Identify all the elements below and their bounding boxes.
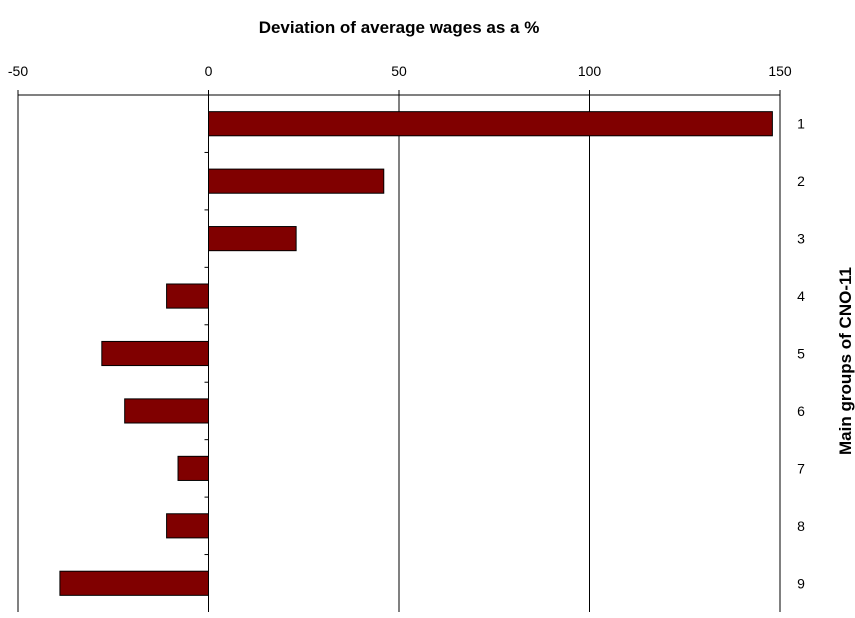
- bar-3: [208, 226, 297, 252]
- bar-4: [166, 283, 209, 309]
- y-axis: 1 2 3 4 5 6 7 8 9: [204, 95, 805, 612]
- bar-7: [177, 455, 210, 481]
- x-axis: -50 0 50 100 150: [8, 63, 792, 96]
- x-tick-label: 100: [578, 63, 602, 79]
- category-label: 2: [797, 173, 805, 189]
- bar-1: [208, 111, 773, 137]
- x-tick-label: -50: [8, 63, 28, 79]
- bar-6: [124, 398, 209, 424]
- category-label: 7: [797, 460, 805, 476]
- bar-2: [208, 168, 385, 194]
- x-tick-label: 50: [391, 63, 407, 79]
- category-label: 6: [797, 403, 805, 419]
- category-label: 1: [797, 116, 805, 132]
- y-axis-label: Main groups of CNO-11: [836, 267, 855, 455]
- x-tick-label: 0: [205, 63, 213, 79]
- category-label: 9: [797, 575, 805, 591]
- category-label: 3: [797, 231, 805, 247]
- bar-8: [166, 513, 209, 539]
- chart-title: Deviation of average wages as a %: [259, 18, 540, 37]
- bar-5: [101, 340, 209, 367]
- bar-9: [59, 570, 209, 596]
- bars: [59, 111, 773, 596]
- category-label: 4: [797, 288, 805, 304]
- category-label: 8: [797, 518, 805, 534]
- x-tick-label: 150: [768, 63, 792, 79]
- category-label: 5: [797, 346, 805, 362]
